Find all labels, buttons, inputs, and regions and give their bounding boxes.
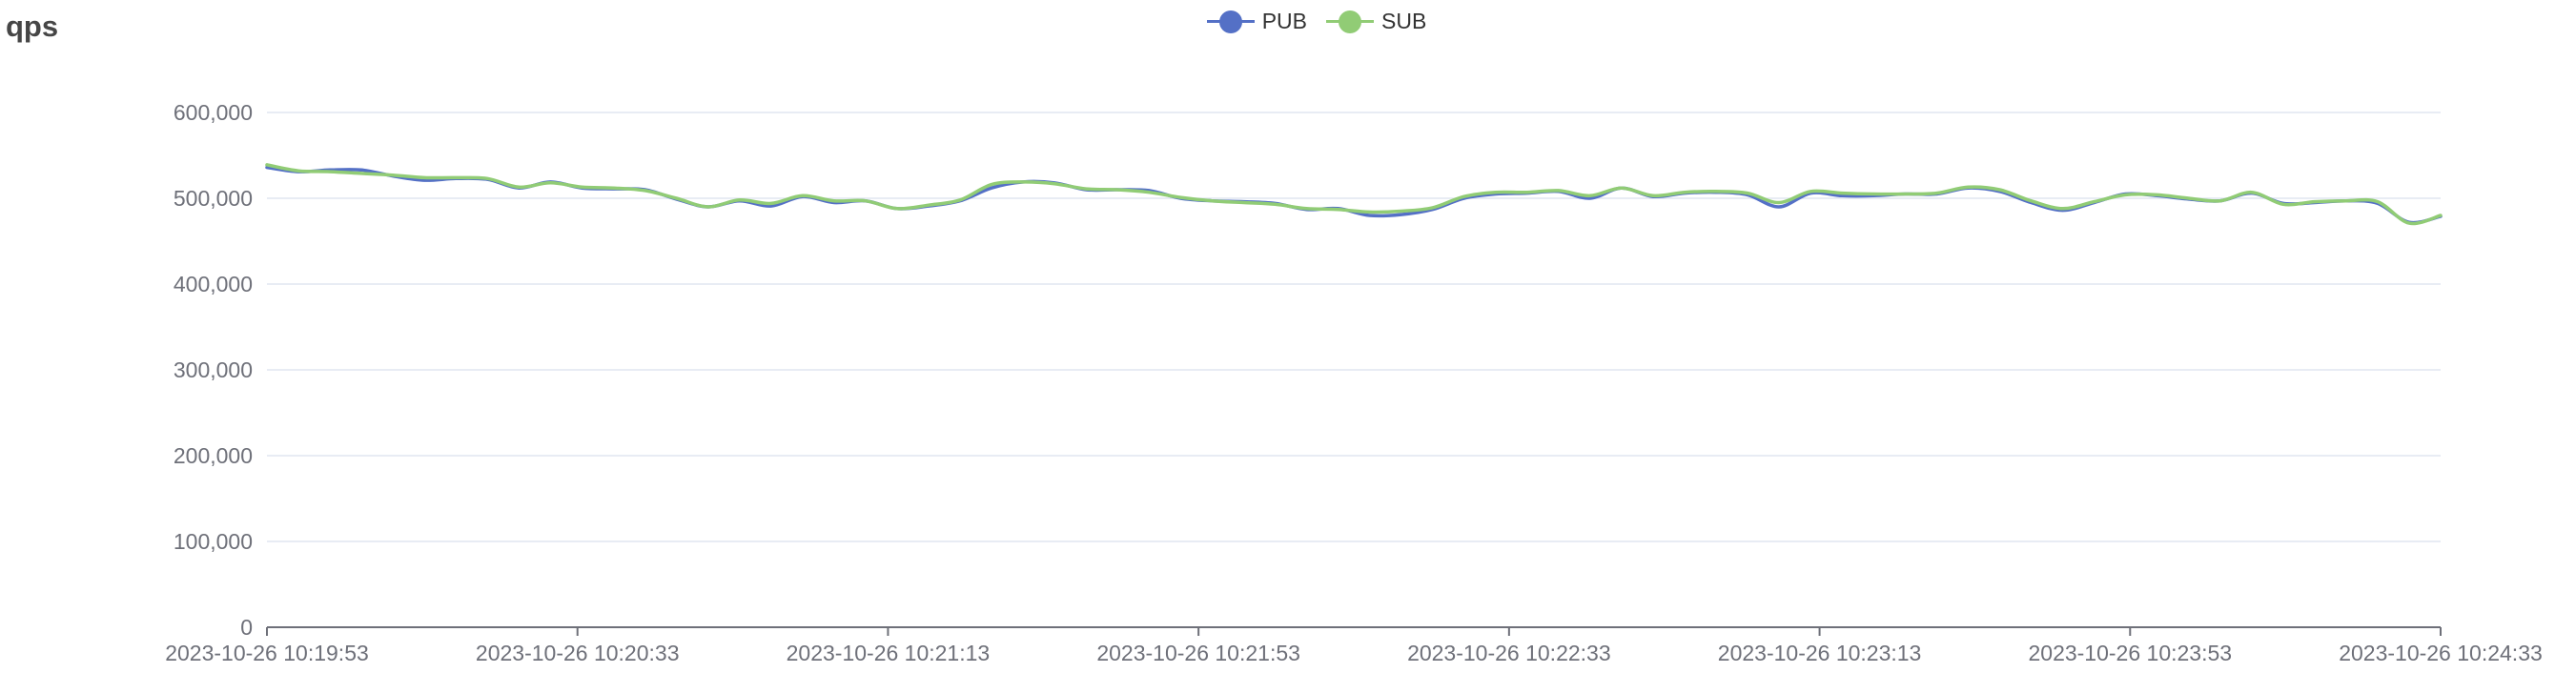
legend-swatch-sub [1326,10,1374,33]
x-tick-label-5: 2023-10-26 10:23:13 [1718,641,1922,665]
x-axis [266,626,2442,636]
series-line-sub [265,163,2443,226]
grid-lines [267,112,2441,542]
x-tick-label-2: 2023-10-26 10:21:13 [787,641,991,665]
y-tick-label-2: 200,000 [174,443,253,468]
x-axis-tick-labels: 2023-10-26 10:19:53 2023-10-26 10:20:33 20… [165,641,2543,665]
legend: PUB SUB [0,0,2576,42]
legend-label-pub: PUB [1261,8,1307,33]
legend-item-pub[interactable]: PUB [1206,8,1307,34]
y-tick-label-4: 400,000 [174,272,253,296]
legend-label-sub: SUB [1381,8,1427,33]
x-tick-label-4: 2023-10-26 10:22:33 [1407,641,1611,665]
y-tick-label-1: 100,000 [174,529,253,554]
series-line-pub [265,165,2443,225]
y-tick-label-6: 600,000 [174,100,253,125]
chart-title: qps [6,10,59,43]
series-lines [265,163,2443,226]
legend-swatch-pub [1206,10,1255,33]
x-tick-label-7: 2023-10-26 10:24:33 [2339,641,2543,665]
y-tick-label-5: 500,000 [174,186,253,211]
x-tick-label-3: 2023-10-26 10:21:53 [1096,641,1300,665]
x-tick-label-0: 2023-10-26 10:19:53 [165,641,369,665]
legend-dot-pub [1218,10,1242,33]
y-axis-tick-labels: 0 100,000 200,000 300,000 400,000 500,000 600,… [174,100,253,640]
legend-dot-sub [1339,10,1361,33]
y-tick-label-3: 300,000 [174,357,253,382]
x-tick-label-6: 2023-10-26 10:23:53 [2028,641,2232,665]
x-tick-label-1: 2023-10-26 10:20:33 [476,641,680,665]
legend-item-sub[interactable]: SUB [1326,9,1426,34]
y-tick-label-0: 0 [240,615,253,640]
